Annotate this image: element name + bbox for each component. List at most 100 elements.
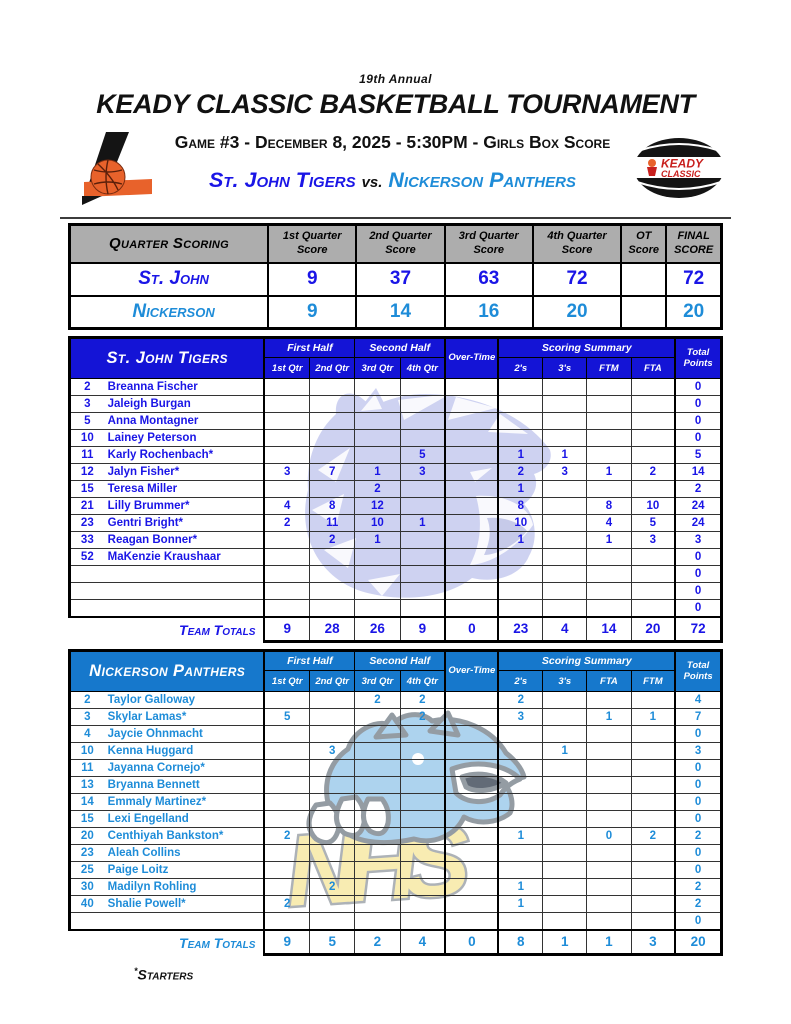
score-cell bbox=[620, 294, 668, 330]
stat-1st-qtr bbox=[263, 725, 311, 743]
player-total: 14 bbox=[674, 463, 724, 481]
stat-overtime bbox=[444, 912, 499, 931]
stat-2s: 10 bbox=[497, 514, 544, 532]
keady-classic-basketball-logo: KEADY CLASSIC bbox=[627, 122, 731, 200]
stat-ft-1 bbox=[586, 725, 632, 743]
group-first-half: First Half bbox=[263, 336, 356, 358]
col-2nd-quarter: 2nd Quarter Score bbox=[355, 223, 446, 264]
stat-4th-qtr bbox=[399, 480, 446, 498]
stat-1st-qtr bbox=[263, 582, 311, 600]
stat-4th-qtr bbox=[399, 793, 446, 811]
stat-2nd-qtr bbox=[309, 725, 356, 743]
player-number: 15 bbox=[67, 810, 104, 828]
team-total-cell: 4 bbox=[399, 929, 446, 956]
player-total: 0 bbox=[674, 793, 724, 811]
stat-ft-1 bbox=[586, 429, 632, 447]
col-4th-quarter: 4th Quarter Score bbox=[531, 223, 623, 264]
score-cell: 72 bbox=[531, 261, 623, 297]
player-number: 52 bbox=[67, 548, 104, 566]
player-total: 0 bbox=[674, 548, 724, 566]
divider-rule bbox=[60, 217, 731, 219]
player-total: 0 bbox=[674, 599, 724, 618]
stat-overtime bbox=[444, 827, 499, 845]
stat-2s: 3 bbox=[497, 708, 544, 726]
stat-3rd-qtr bbox=[354, 446, 401, 464]
player-total: 7 bbox=[674, 708, 724, 726]
subcol-2s: 2's bbox=[497, 357, 544, 379]
starters-label: Starters bbox=[137, 966, 194, 983]
stat-1st-qtr bbox=[263, 429, 311, 447]
stat-overtime bbox=[444, 793, 499, 811]
score-cell: 20 bbox=[531, 294, 623, 330]
player-total: 0 bbox=[674, 861, 724, 879]
stat-1st-qtr: 4 bbox=[263, 497, 311, 515]
stat-overtime bbox=[444, 582, 499, 600]
player-total: 0 bbox=[674, 912, 724, 931]
quarter-scoring-table: Quarter Scoring 1st Quarter Score 2nd Qu… bbox=[68, 223, 723, 330]
stat-3rd-qtr bbox=[354, 793, 401, 811]
stat-1st-qtr bbox=[263, 793, 311, 811]
starters-asterisk: * bbox=[134, 966, 138, 976]
stat-overtime bbox=[444, 565, 499, 583]
stat-1st-qtr bbox=[263, 759, 311, 777]
matchup-line: St. John Tigers vs. Nickerson Panthers bbox=[158, 168, 627, 193]
player-total: 0 bbox=[674, 725, 724, 743]
stat-3s bbox=[542, 565, 588, 583]
stat-1st-qtr bbox=[263, 776, 311, 794]
group-overtime: Over-Time bbox=[444, 649, 499, 692]
player-total: 5 bbox=[674, 446, 724, 464]
stat-1st-qtr: 3 bbox=[263, 463, 311, 481]
player-row: 14 Emmaly Martinez* 0 bbox=[67, 793, 724, 811]
player-number: 33 bbox=[67, 531, 104, 549]
st-john-roster-table: St. John Tigers First Half Second Half O… bbox=[67, 336, 724, 643]
starters-note: *Starters bbox=[134, 966, 731, 983]
group-second-half: Second Half bbox=[354, 649, 446, 671]
stat-2s: 1 bbox=[497, 480, 544, 498]
player-name: Centhiyah Bankston* bbox=[103, 827, 265, 845]
stat-1st-qtr bbox=[263, 480, 311, 498]
matchup-team1: St. John Tigers bbox=[209, 168, 356, 192]
stat-ft-2 bbox=[630, 861, 676, 879]
team-total-cell: 9 bbox=[399, 616, 446, 643]
group-scoring-summary: Scoring Summary bbox=[497, 649, 676, 671]
subcol-3s: 3's bbox=[542, 357, 588, 379]
stat-3s bbox=[542, 776, 588, 794]
team-total-cell: 9 bbox=[263, 929, 311, 956]
stat-3s bbox=[542, 725, 588, 743]
roster-team-name: St. John Tigers bbox=[68, 336, 265, 379]
player-total: 24 bbox=[674, 514, 724, 532]
stat-overtime bbox=[444, 776, 499, 794]
stat-2s: 1 bbox=[497, 531, 544, 549]
stat-ft-1 bbox=[586, 742, 632, 760]
stat-ft-1 bbox=[586, 412, 632, 430]
player-total: 0 bbox=[674, 378, 724, 396]
stat-3rd-qtr bbox=[354, 759, 401, 777]
stat-3s: 1 bbox=[542, 446, 588, 464]
roster-totals-1: Team Totals 9 5 2 4 0 8 1 1 3 20 bbox=[70, 929, 724, 956]
stat-3rd-qtr bbox=[354, 582, 401, 600]
box-score-sheet: 19th Annual KEADY CLASSIC BASKETBALL TOU… bbox=[60, 72, 731, 983]
player-row: 10 Lainey Peterson 0 bbox=[67, 429, 724, 447]
stat-2nd-qtr bbox=[309, 827, 356, 845]
subcol-3rd-qtr: 3rd Qtr bbox=[354, 357, 401, 379]
stat-3s bbox=[542, 810, 588, 828]
stat-1st-qtr bbox=[263, 742, 311, 760]
stat-2nd-qtr: 7 bbox=[309, 463, 356, 481]
roster-header-row-1: St. John Tigers First Half Second Half O… bbox=[68, 336, 724, 379]
player-row: 30 Madilyn Rohling 2 1 2 bbox=[67, 878, 724, 896]
stat-3s bbox=[542, 844, 588, 862]
player-total: 0 bbox=[674, 565, 724, 583]
stat-2nd-qtr bbox=[309, 582, 356, 600]
stat-2s bbox=[497, 912, 544, 931]
quarter-scoring-title: Quarter Scoring bbox=[68, 223, 270, 264]
player-name bbox=[103, 599, 265, 618]
player-total: 0 bbox=[674, 759, 724, 777]
stat-2nd-qtr bbox=[309, 861, 356, 879]
player-name: Anna Montagner bbox=[103, 412, 265, 430]
player-name: Paige Loitz bbox=[103, 861, 265, 879]
stat-2nd-qtr bbox=[309, 844, 356, 862]
stat-1st-qtr bbox=[263, 599, 311, 618]
player-number bbox=[67, 582, 104, 600]
player-number: 23 bbox=[67, 844, 104, 862]
stat-overtime bbox=[444, 725, 499, 743]
